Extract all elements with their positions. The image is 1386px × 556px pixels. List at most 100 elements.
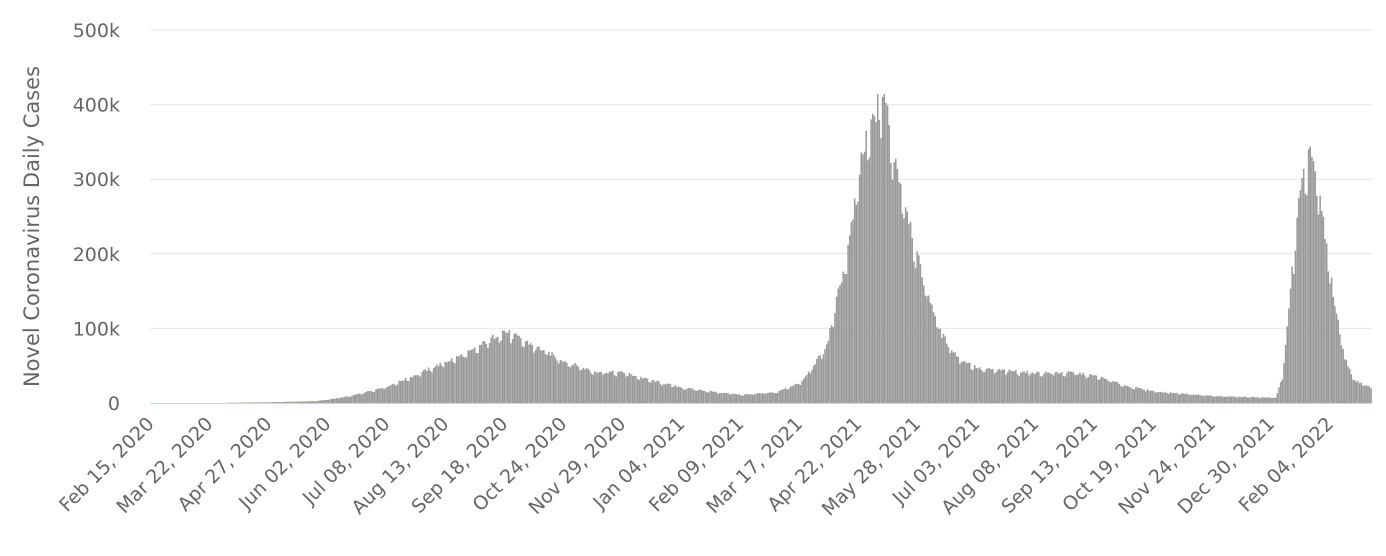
bar <box>263 402 265 403</box>
bar <box>564 361 566 403</box>
bar <box>1230 396 1233 403</box>
bar <box>980 369 983 403</box>
bar <box>291 401 293 403</box>
bar <box>881 96 884 404</box>
bar <box>1235 397 1237 403</box>
bar <box>1071 371 1073 403</box>
bar <box>1367 386 1369 403</box>
bar <box>286 401 289 403</box>
bar <box>467 350 469 403</box>
bar <box>386 386 389 403</box>
bar <box>1334 306 1336 403</box>
bar <box>503 330 506 403</box>
bar <box>288 401 290 403</box>
bar <box>1283 363 1285 403</box>
bar <box>1358 383 1361 403</box>
bar <box>643 378 645 403</box>
bar <box>299 401 302 403</box>
bar <box>704 391 706 403</box>
bar <box>1209 395 1211 403</box>
bar <box>538 346 540 403</box>
bar <box>773 392 775 403</box>
bar <box>1125 385 1127 403</box>
bar <box>1028 375 1030 403</box>
bar <box>1094 375 1096 403</box>
bar <box>1260 397 1262 403</box>
y-tick-label: 300k <box>73 169 120 191</box>
bar <box>730 394 733 403</box>
bar <box>1217 396 1219 403</box>
bar <box>845 274 848 403</box>
bar <box>867 160 869 403</box>
bar <box>470 349 473 403</box>
bar <box>770 392 772 403</box>
bar <box>546 355 548 403</box>
bar <box>1348 368 1351 403</box>
bar <box>895 158 897 403</box>
bar <box>712 391 714 403</box>
bar <box>1115 381 1117 403</box>
bar <box>599 372 601 403</box>
bar <box>855 204 858 403</box>
y-tick-label: 100k <box>73 318 120 340</box>
bar <box>613 375 616 403</box>
bar <box>1016 374 1019 403</box>
bar <box>528 344 530 403</box>
bar <box>335 398 338 403</box>
bar <box>1212 396 1214 403</box>
bar <box>1013 371 1015 403</box>
bar <box>483 341 486 403</box>
bar <box>988 368 991 403</box>
bar <box>842 271 844 403</box>
bar <box>824 349 826 403</box>
bar <box>1327 271 1330 403</box>
bar <box>960 362 963 403</box>
bar <box>931 304 933 403</box>
bar <box>1024 372 1027 403</box>
bar <box>255 402 257 403</box>
bar <box>561 360 563 403</box>
bar <box>584 369 586 403</box>
bar <box>337 398 339 403</box>
bar <box>416 375 418 403</box>
bar <box>679 387 682 403</box>
bar <box>579 370 581 403</box>
bar <box>689 388 691 403</box>
bar <box>373 391 376 403</box>
bar <box>485 343 488 403</box>
bar <box>526 340 529 403</box>
bar <box>1092 375 1094 403</box>
bar <box>1015 369 1017 403</box>
bar <box>784 387 787 403</box>
bar <box>391 384 394 403</box>
bar <box>298 401 300 403</box>
bar <box>747 394 749 403</box>
bar <box>1166 393 1168 403</box>
bar <box>1051 374 1053 403</box>
bar <box>1240 396 1242 403</box>
bar <box>1227 396 1229 403</box>
bar <box>638 380 640 403</box>
y-tick-label: 0 <box>108 393 120 415</box>
bar <box>1080 374 1083 403</box>
bar <box>559 360 562 403</box>
bar <box>1154 392 1157 403</box>
bar <box>612 370 614 403</box>
bar <box>1145 391 1147 403</box>
bar <box>659 384 662 403</box>
bar <box>388 386 390 403</box>
bar <box>539 350 542 403</box>
bar <box>1084 375 1086 403</box>
bar <box>1102 377 1104 403</box>
bar <box>1041 376 1043 403</box>
bar <box>1066 373 1068 403</box>
bar <box>434 366 437 403</box>
bar <box>426 370 428 403</box>
bar <box>982 371 984 403</box>
bar <box>325 400 328 403</box>
bar <box>844 273 846 403</box>
bar <box>1215 396 1218 403</box>
bar <box>1161 392 1163 403</box>
bar <box>663 383 665 403</box>
bar <box>316 401 318 403</box>
